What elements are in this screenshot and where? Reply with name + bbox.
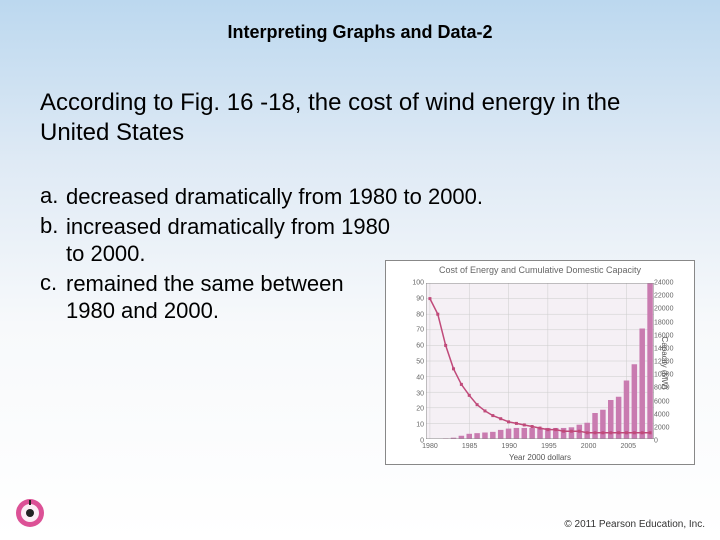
y-tick-right: 12000 [654,359,672,366]
y-tick-left: 60 [410,343,424,350]
y-tick-right: 16000 [654,332,672,339]
y-tick-left: 30 [410,390,424,397]
publisher-logo-icon [15,498,45,528]
x-tick: 1985 [462,443,478,450]
y-tick-right: 4000 [654,411,672,418]
answer-text: remained the same between 1980 and 2000. [66,270,396,325]
y-tick-left: 90 [410,295,424,302]
x-tick: 2000 [581,443,597,450]
y-tick-right: 10000 [654,372,672,379]
answer-letter: c. [40,270,66,296]
y-tick-left: 70 [410,327,424,334]
y-tick-right: 20000 [654,306,672,313]
answer-text: increased dramatically from 1980 to 2000… [66,213,396,268]
y-tick-right: 6000 [654,398,672,405]
copyright-text: © 2011 Pearson Education, Inc. [564,519,705,530]
answer-letter: b. [40,213,66,239]
y-tick-left: 10 [410,422,424,429]
y-tick-right: 24000 [654,280,672,287]
answer-letter: a. [40,183,66,209]
chart-plot [426,283,654,439]
y-tick-left: 50 [410,359,424,366]
answer-a: a. decreased dramatically from 1980 to 2… [40,183,680,211]
answer-text: decreased dramatically from 1980 to 2000… [66,183,483,211]
y-tick-right: 8000 [654,385,672,392]
x-tick: 2005 [620,443,636,450]
y-tick-right: 0 [654,438,672,445]
y-tick-right: 2000 [654,424,672,431]
y-tick-left: 20 [410,406,424,413]
y-tick-left: 80 [410,311,424,318]
y-tick-left: 40 [410,374,424,381]
question-text: According to Fig. 16 -18, the cost of wi… [0,43,720,148]
y-tick-right: 14000 [654,345,672,352]
x-tick: 1980 [422,443,438,450]
slide-title: Interpreting Graphs and Data-2 [0,0,720,43]
chart-title: Cost of Energy and Cumulative Domestic C… [386,265,694,275]
x-tick: 1995 [541,443,557,450]
y-tick-left: 100 [410,280,424,287]
x-tick: 1990 [501,443,517,450]
y-tick-right: 18000 [654,319,672,326]
y-tick-right: 22000 [654,293,672,300]
chart-figure: Cost of Energy and Cumulative Domestic C… [385,260,695,465]
x-axis-label: Year 2000 dollars [386,453,694,462]
